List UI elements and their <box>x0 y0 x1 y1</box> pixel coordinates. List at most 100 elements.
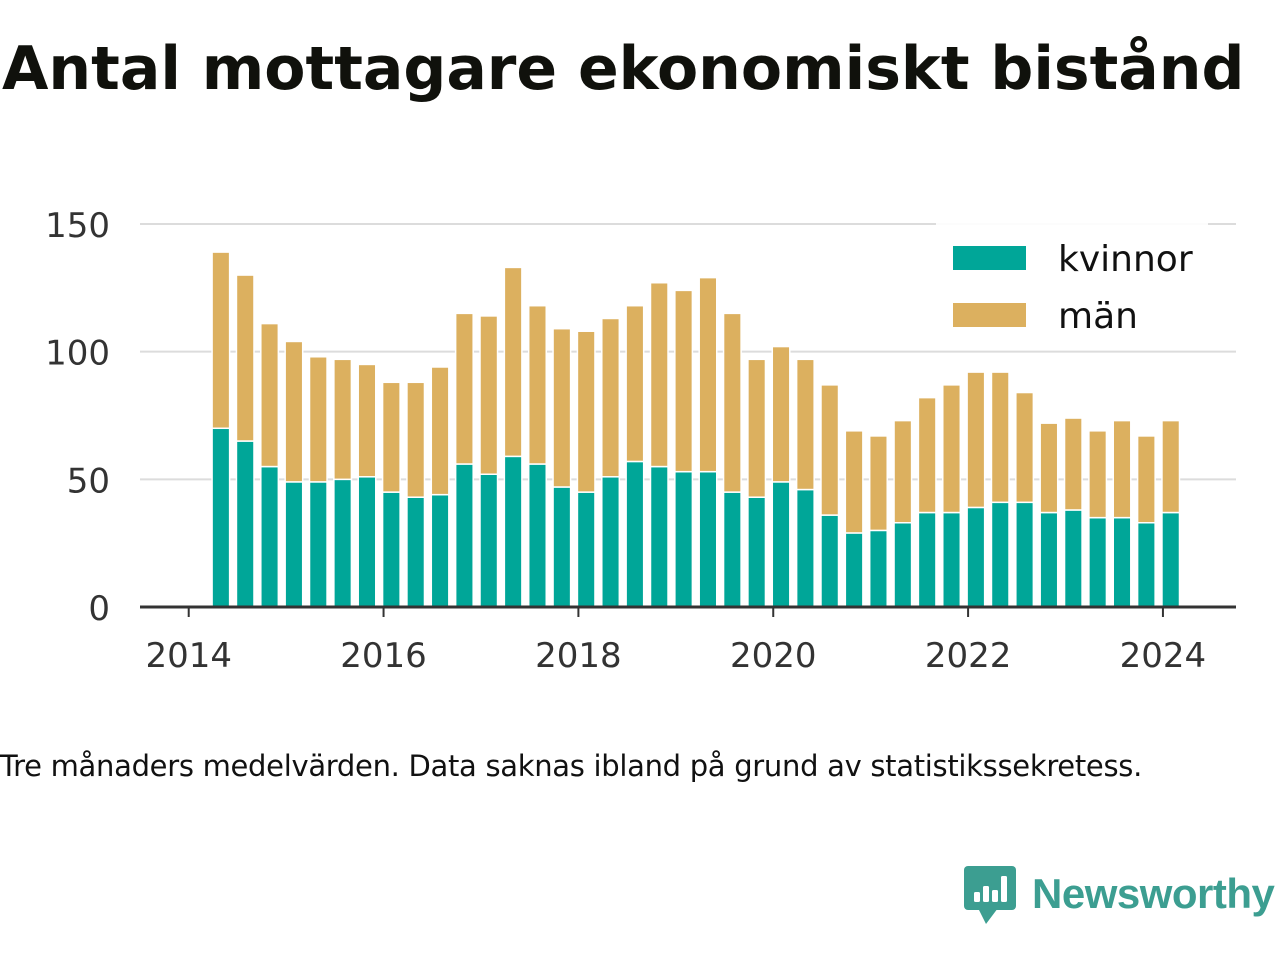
y-axis-ticks: 0 50 100 150 <box>45 206 110 629</box>
bar-kvinnor <box>406 496 426 608</box>
bar-man <box>966 371 986 509</box>
bars <box>211 251 1181 608</box>
bar-man <box>844 430 864 534</box>
bar-man <box>1088 430 1108 519</box>
bar-man <box>917 396 937 514</box>
legend-label: män <box>1058 296 1138 337</box>
bar-man <box>1063 417 1083 511</box>
bar-kvinnor <box>601 476 621 608</box>
bar-kvinnor <box>479 473 499 608</box>
bar-kvinnor <box>1136 521 1156 608</box>
newsworthy-brand: Newsworthy <box>964 862 1275 926</box>
newsworthy-logo-icon <box>964 866 1016 924</box>
bar-man <box>1112 419 1132 519</box>
bar-man <box>406 381 426 498</box>
bar-man <box>1015 391 1035 504</box>
bar-kvinnor <box>674 470 694 608</box>
bar-man <box>357 363 377 478</box>
bar-kvinnor <box>235 440 255 608</box>
bar-kvinnor <box>527 463 548 608</box>
y-tick-label: 0 <box>88 589 110 629</box>
bar-man <box>747 358 767 498</box>
bar-man <box>260 322 280 468</box>
bar-man <box>1039 422 1059 514</box>
x-tick-label: 2022 <box>925 636 1012 676</box>
chart-title: Antal mottagare ekonomiskt bistånd <box>2 34 1245 104</box>
bar-man <box>1161 419 1181 514</box>
bar-kvinnor <box>868 529 888 608</box>
bar-man <box>430 366 450 496</box>
bar-man <box>820 384 840 516</box>
y-tick-label: 50 <box>67 461 110 501</box>
bar-man <box>795 358 815 491</box>
bar-kvinnor <box>1161 511 1181 608</box>
bar-man <box>649 281 669 468</box>
bar-kvinnor <box>771 481 791 608</box>
bar-man <box>211 251 231 430</box>
chart-caption: Tre månaders medelvärden. Data saknas ib… <box>0 749 1142 783</box>
x-tick-label: 2016 <box>340 636 427 676</box>
bar-kvinnor <box>1112 516 1132 608</box>
y-tick-label: 100 <box>45 334 110 374</box>
bar-man <box>552 327 572 488</box>
bar-kvinnor <box>625 460 645 608</box>
bar-kvinnor <box>990 501 1010 608</box>
bar-kvinnor <box>893 521 913 608</box>
bar-kvinnor <box>576 491 596 608</box>
bar-man <box>576 330 596 493</box>
bar-man <box>284 340 304 483</box>
bar-kvinnor <box>381 491 401 608</box>
bar-man <box>454 312 474 465</box>
x-axis: 2014 2016 2018 2020 2022 2024 <box>140 605 1236 676</box>
bar-kvinnor <box>1039 511 1059 608</box>
bar-man <box>601 317 621 478</box>
bar-kvinnor <box>722 491 742 608</box>
bar-man <box>381 381 401 493</box>
bar-kvinnor <box>917 511 937 608</box>
bar-man <box>625 304 645 463</box>
bar-man <box>479 315 499 475</box>
bar-man <box>1136 435 1156 524</box>
bar-man <box>942 384 962 514</box>
bar-kvinnor <box>1088 516 1108 608</box>
legend-swatch-man <box>953 303 1026 327</box>
bar-kvinnor <box>357 476 377 608</box>
bar-kvinnor <box>649 465 669 608</box>
bar-kvinnor <box>333 478 353 608</box>
legend-label: kvinnor <box>1058 239 1193 280</box>
brand-name: Newsworthy <box>1032 870 1275 917</box>
bar-man <box>235 274 255 442</box>
x-tick-label: 2020 <box>730 636 817 676</box>
bar-man <box>698 276 718 473</box>
bar-kvinnor <box>747 496 767 608</box>
bar-man <box>308 356 328 483</box>
bar-kvinnor <box>211 427 231 608</box>
bar-man <box>893 419 913 524</box>
bar-kvinnor <box>284 481 304 608</box>
bar-kvinnor <box>308 481 328 608</box>
bar-man <box>503 266 523 458</box>
bar-kvinnor <box>1063 509 1083 608</box>
bar-man <box>771 345 791 483</box>
bar-kvinnor <box>795 488 815 608</box>
x-tick-label: 2024 <box>1120 636 1207 676</box>
bar-kvinnor <box>503 455 523 608</box>
bar-man <box>722 312 742 493</box>
bar-man <box>674 289 694 473</box>
bar-kvinnor <box>454 463 474 608</box>
legend-box <box>936 222 1208 350</box>
y-tick-label: 150 <box>45 206 110 246</box>
bar-man <box>868 435 888 532</box>
bar-kvinnor <box>966 506 986 608</box>
legend-swatch-kvinnor <box>953 246 1026 270</box>
bar-kvinnor <box>430 493 450 608</box>
bar-kvinnor <box>260 465 280 608</box>
bar-kvinnor <box>552 486 572 608</box>
bar-man <box>990 371 1010 504</box>
x-tick-label: 2018 <box>535 636 622 676</box>
bar-kvinnor <box>1015 501 1035 608</box>
bar-kvinnor <box>942 511 962 608</box>
legend: kvinnor män <box>936 222 1208 350</box>
bar-man <box>333 358 353 481</box>
stacked-bar-chart: 2014 2016 2018 2020 2022 2024 0 50 100 150 kvinn… <box>45 206 1236 676</box>
